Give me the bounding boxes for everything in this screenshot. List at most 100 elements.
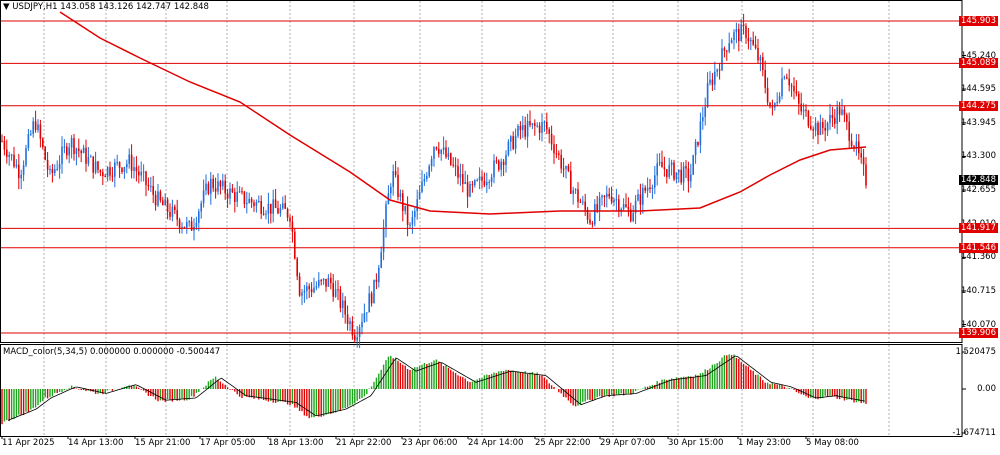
- bear-candle: [104, 175, 106, 177]
- bear-candle: [788, 78, 790, 86]
- bull-candle: [200, 203, 202, 212]
- bear-candle: [234, 192, 236, 202]
- bull-candle: [565, 165, 567, 169]
- bull-candle: [342, 300, 344, 308]
- bear-candle: [495, 160, 498, 162]
- bear-candle: [793, 86, 795, 92]
- bull-candle: [430, 158, 433, 167]
- bear-candle: [214, 188, 217, 192]
- bull-candle: [171, 206, 174, 217]
- bear-candle: [608, 193, 610, 197]
- bear-candle: [807, 111, 810, 127]
- bull-candle: [106, 167, 109, 177]
- bull-candle: [622, 204, 625, 210]
- bull-candle: [706, 83, 709, 107]
- bear-candle: [320, 280, 322, 282]
- bull-candle: [142, 171, 145, 173]
- bear-candle: [291, 221, 294, 232]
- bear-candle: [846, 114, 848, 122]
- bear-candle: [586, 209, 589, 220]
- bear-candle: [270, 203, 272, 214]
- price-tick-label: 145.240: [960, 50, 996, 61]
- bull-candle: [94, 161, 97, 173]
- bull-candle: [433, 147, 435, 159]
- price-level-label: 141.917: [958, 223, 998, 234]
- bull-candle: [416, 199, 418, 212]
- bull-candle: [594, 204, 596, 225]
- bull-candle: [730, 39, 733, 44]
- bear-candle: [92, 156, 94, 173]
- bull-candle: [49, 168, 51, 170]
- bull-candle: [637, 194, 639, 201]
- bear-candle: [644, 187, 646, 191]
- bull-candle: [37, 124, 39, 130]
- bull-candle: [829, 115, 831, 123]
- price-level-label: 144.275: [958, 100, 998, 111]
- bear-candle: [308, 286, 310, 290]
- bull-candle: [198, 211, 200, 223]
- bear-candle: [452, 164, 454, 166]
- bull-candle: [229, 188, 231, 199]
- bull-candle: [61, 146, 63, 164]
- bear-candle: [738, 29, 740, 42]
- bull-candle: [572, 190, 574, 194]
- bull-candle: [826, 122, 829, 131]
- bear-candle: [296, 258, 298, 277]
- bull-candle: [675, 172, 678, 180]
- bull-candle: [418, 191, 421, 200]
- bear-candle: [747, 38, 750, 42]
- bear-candle: [219, 181, 222, 187]
- bull-candle: [128, 154, 130, 164]
- bull-candle: [282, 203, 284, 209]
- bear-candle: [850, 140, 853, 147]
- bear-candle: [466, 181, 469, 197]
- bear-candle: [109, 167, 111, 176]
- ohlc-label: 143.058 143.126 142.747 142.848: [60, 2, 209, 12]
- bear-candle: [550, 133, 553, 145]
- bear-candle: [805, 109, 807, 112]
- bear-candle: [394, 171, 397, 175]
- bull-candle: [390, 186, 392, 194]
- bull-candle: [459, 174, 462, 178]
- bull-candle: [582, 201, 584, 203]
- bull-candle: [802, 109, 805, 112]
- bear-candle: [402, 193, 404, 211]
- bull-candle: [678, 169, 680, 173]
- bull-candle: [188, 221, 190, 223]
- bear-candle: [325, 278, 327, 287]
- bull-candle: [164, 199, 166, 206]
- bear-candle: [102, 172, 104, 176]
- bull-candle: [303, 290, 306, 293]
- bull-candle: [217, 181, 219, 192]
- moving-average-line: [59, 11, 867, 215]
- bear-candle: [457, 166, 459, 178]
- bull-candle: [380, 252, 382, 268]
- bull-candle: [358, 327, 361, 338]
- bear-candle: [860, 153, 862, 158]
- bull-candle: [709, 79, 711, 84]
- bear-candle: [639, 194, 642, 205]
- bull-candle: [246, 202, 248, 205]
- bull-candle: [90, 156, 92, 158]
- time-tick-label: 21 Apr 22:00: [336, 438, 392, 448]
- bear-candle: [834, 117, 836, 124]
- bear-candle: [529, 121, 531, 126]
- bull-candle: [385, 204, 387, 228]
- time-tick-label: 14 Apr 13:00: [68, 438, 124, 448]
- bear-candle: [766, 87, 769, 103]
- bear-candle: [46, 159, 49, 170]
- bull-candle: [248, 198, 250, 203]
- bear-candle: [810, 126, 812, 130]
- collapse-triangle-icon[interactable]: ▼: [3, 2, 10, 12]
- bull-candle: [334, 289, 337, 297]
- bear-candle: [711, 79, 714, 85]
- bear-candle: [584, 201, 586, 210]
- bull-candle: [349, 321, 351, 324]
- time-tick-label: 30 Apr 15:00: [668, 438, 724, 448]
- bear-candle: [435, 147, 438, 149]
- bear-candle: [596, 204, 598, 210]
- bull-candle: [126, 163, 128, 168]
- bear-candle: [843, 109, 846, 115]
